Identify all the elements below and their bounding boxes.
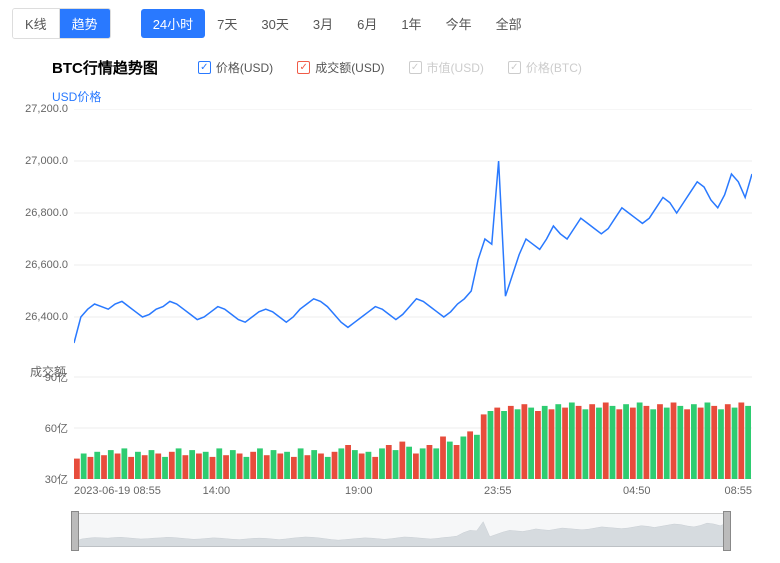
y-axis-labels: 27,200.0 27,000.0 26,800.0 26,600.0 26,400.0… <box>12 105 72 485</box>
x-tick-label: 23:55 <box>484 485 512 497</box>
x-tick-label: 14:00 <box>203 485 231 497</box>
view-tab-group: K线趋势 <box>12 8 111 39</box>
title-row: BTC行情趋势图 ✓ 价格(USD) ✓ 成交额(USD) ✓ 市值(USD) ✓ 价格(BT… <box>52 57 768 78</box>
x-tick-label: 08:55 <box>724 485 752 497</box>
brush-handle-left[interactable] <box>71 511 79 551</box>
period-tab[interactable]: 6月 <box>345 9 389 38</box>
period-tab[interactable]: 1年 <box>389 9 433 38</box>
brush-selector[interactable] <box>74 513 728 547</box>
y-tick-label: 26,600.0 <box>25 259 68 271</box>
y-tick-label: 27,200.0 <box>25 103 68 115</box>
x-tick-label: 19:00 <box>345 485 373 497</box>
period-tab[interactable]: 30天 <box>249 9 300 38</box>
view-tab[interactable]: 趋势 <box>60 9 110 38</box>
period-tab[interactable]: 24小时 <box>141 9 205 38</box>
x-tick-label: 04:50 <box>623 485 651 497</box>
legend-label: 价格(BTC) <box>526 59 582 76</box>
legend-item[interactable]: ✓ 价格(USD) <box>198 59 273 76</box>
legend-item[interactable]: ✓ 成交额(USD) <box>297 59 384 76</box>
legend-checkbox-icon: ✓ <box>297 61 310 74</box>
y-tick-label: 60亿 <box>45 420 68 436</box>
plot-region[interactable] <box>74 109 752 479</box>
toolbar: K线趋势 24小时7天30天3月6月1年今年全部 <box>12 8 768 39</box>
period-tab[interactable]: 3月 <box>301 9 345 38</box>
chart-area: 27,200.0 27,000.0 26,800.0 26,600.0 26,400.0… <box>12 105 752 485</box>
legend-label: 市值(USD) <box>427 59 484 76</box>
chart-panel: K线趋势 24小时7天30天3月6月1年今年全部 BTC行情趋势图 ✓ 价格(US… <box>0 0 780 563</box>
legend-item[interactable]: ✓ 价格(BTC) <box>508 59 582 76</box>
chart-title: BTC行情趋势图 <box>52 57 158 78</box>
view-tab[interactable]: K线 <box>13 9 60 38</box>
legend-checkbox-icon: ✓ <box>508 61 521 74</box>
y-tick-label: 30亿 <box>45 471 68 487</box>
period-tab[interactable]: 全部 <box>484 9 534 38</box>
brush-mini-chart <box>75 514 727 547</box>
period-tab[interactable]: 今年 <box>434 9 484 38</box>
y-tick-label: 90亿 <box>45 369 68 385</box>
period-tab[interactable]: 7天 <box>205 9 249 38</box>
legend-label: 成交额(USD) <box>315 59 384 76</box>
y-tick-label: 26,800.0 <box>25 207 68 219</box>
period-group: 24小时7天30天3月6月1年今年全部 <box>141 9 534 38</box>
legend-label: 价格(USD) <box>216 59 273 76</box>
legend: ✓ 价格(USD) ✓ 成交额(USD) ✓ 市值(USD) ✓ 价格(BTC) <box>198 59 582 76</box>
x-axis-labels: 2023-06-19 08:55 14:00 19:00 23:55 04:50 08:5… <box>74 485 768 503</box>
legend-item[interactable]: ✓ 市值(USD) <box>409 59 484 76</box>
brush-handle-right[interactable] <box>723 511 731 551</box>
legend-checkbox-icon: ✓ <box>409 61 422 74</box>
legend-checkbox-icon: ✓ <box>198 61 211 74</box>
y-axis-title: USD价格 <box>52 88 768 105</box>
y-tick-label: 27,000.0 <box>25 155 68 167</box>
x-tick-label: 2023-06-19 08:55 <box>74 485 161 497</box>
y-tick-label: 26,400.0 <box>25 311 68 323</box>
